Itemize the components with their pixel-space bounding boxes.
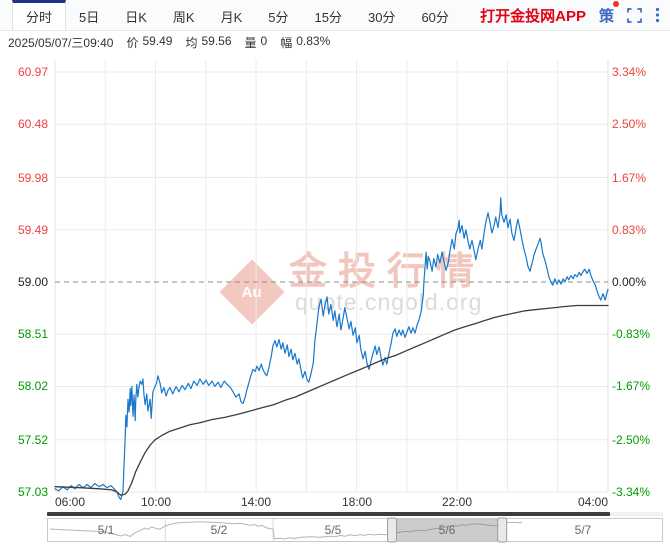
x-axis-time-label: 04:00 bbox=[577, 495, 608, 509]
avg-label: 均 bbox=[185, 35, 198, 50]
y-axis-price-label: 59.49 bbox=[17, 223, 48, 237]
tab-分时[interactable]: 分时 bbox=[12, 0, 67, 30]
y-axis-percent-label: -0.83% bbox=[612, 327, 651, 341]
quote-average: 均 59.56 bbox=[185, 34, 231, 51]
quote-info-bar: 2025/05/07/三09:40 价 59.49 均 59.56 量 0 幅 … bbox=[8, 34, 330, 50]
navigator[interactable] bbox=[47, 517, 663, 543]
quote-change: 幅 0.83% bbox=[280, 34, 330, 51]
tab-bar-right: 打开金投网APP 策 bbox=[480, 0, 670, 30]
y-axis-percent-label: -3.34% bbox=[612, 485, 651, 499]
y-axis-price-label: 60.48 bbox=[17, 117, 48, 131]
y-axis-price-label: 57.52 bbox=[17, 433, 48, 447]
navigator-date-label: 5/6 bbox=[438, 523, 456, 537]
tab-bar: 分时 5日 日K 周K 月K 5分 15分 30分 60分 打开金投网APP 策 bbox=[0, 0, 670, 31]
y-axis-percent-label: 0.83% bbox=[612, 223, 647, 237]
tab-30分[interactable]: 30分 bbox=[367, 10, 396, 25]
navigator-mini-line bbox=[50, 521, 522, 540]
navigator-date-label: 5/5 bbox=[324, 523, 342, 537]
y-axis-price-label: 59.98 bbox=[17, 171, 48, 185]
watermark-au-logo: Au bbox=[219, 259, 285, 325]
tab-15分[interactable]: 15分 bbox=[314, 10, 342, 25]
navigator-left-handle[interactable] bbox=[387, 517, 397, 543]
avg-value: 59.56 bbox=[201, 33, 232, 48]
quote-datetime: 2025/05/07/三09:40 bbox=[8, 35, 114, 50]
navigator-selection[interactable] bbox=[392, 519, 503, 541]
navigator-date-label: 5/7 bbox=[574, 523, 592, 537]
y-axis-price-label: 57.03 bbox=[17, 485, 48, 499]
x-axis-time-label: 14:00 bbox=[240, 495, 272, 509]
tab-日K[interactable]: 日K bbox=[125, 10, 147, 25]
watermark-au-text: Au bbox=[242, 283, 262, 301]
tab-周K[interactable]: 周K bbox=[172, 10, 195, 25]
volume-value: 0 bbox=[260, 33, 268, 48]
scrollbar-track[interactable] bbox=[47, 512, 663, 516]
y-axis-percent-label: 0.00% bbox=[612, 275, 647, 289]
scrollbar-thumb[interactable] bbox=[47, 512, 611, 516]
y-axis-price-label: 59.00 bbox=[17, 275, 48, 289]
tab-5日[interactable]: 5日 bbox=[79, 10, 100, 25]
watermark-url: quote.cngold.org bbox=[295, 289, 483, 315]
x-axis-time-label: 10:00 bbox=[140, 495, 172, 509]
y-axis-percent-label: -1.67% bbox=[612, 379, 651, 393]
more-menu-icon[interactable] bbox=[655, 7, 660, 23]
x-axis-time-label: 06:00 bbox=[55, 495, 86, 509]
change-label: 幅 bbox=[280, 35, 293, 50]
y-axis-percent-label: -2.50% bbox=[612, 433, 651, 447]
tab-5分[interactable]: 5分 bbox=[268, 10, 289, 25]
y-axis-percent-label: 3.34% bbox=[612, 65, 647, 79]
navigator-box[interactable] bbox=[47, 518, 663, 542]
period-tabs: 分时 5日 日K 周K 月K 5分 15分 30分 60分 bbox=[12, 0, 462, 30]
y-axis-percent-label: 1.67% bbox=[612, 171, 647, 185]
open-app-link[interactable]: 打开金投网APP bbox=[480, 7, 586, 25]
tab-60分[interactable]: 60分 bbox=[421, 10, 449, 25]
volume-label: 量 bbox=[244, 35, 257, 50]
x-axis-time-label: 18:00 bbox=[341, 495, 373, 509]
watermark-title: 金投行情 bbox=[289, 251, 486, 293]
quote-price: 价 59.49 bbox=[126, 34, 172, 51]
average-line bbox=[54, 304, 609, 496]
strategy-button[interactable]: 策 bbox=[598, 0, 619, 26]
navigator-right-handle[interactable] bbox=[497, 517, 508, 543]
strategy-char: 策 bbox=[598, 7, 614, 25]
y-axis-price-label: 58.02 bbox=[17, 379, 48, 393]
change-value: 0.83% bbox=[296, 33, 331, 48]
price-value: 59.49 bbox=[142, 33, 173, 48]
navigator-date-label: 5/1 bbox=[97, 523, 115, 537]
x-axis-time-label: 22:00 bbox=[441, 495, 473, 509]
y-axis-percent-label: 2.50% bbox=[612, 117, 647, 131]
y-axis-price-label: 60.97 bbox=[17, 65, 48, 79]
y-axis-price-label: 58.51 bbox=[17, 327, 48, 341]
quote-volume: 量 0 bbox=[245, 34, 268, 51]
price-label: 价 bbox=[126, 35, 139, 50]
fullscreen-icon[interactable] bbox=[627, 7, 642, 23]
navigator-date-label: 5/2 bbox=[210, 523, 228, 537]
notification-dot-icon bbox=[613, 0, 619, 7]
tab-月K[interactable]: 月K bbox=[220, 10, 243, 25]
